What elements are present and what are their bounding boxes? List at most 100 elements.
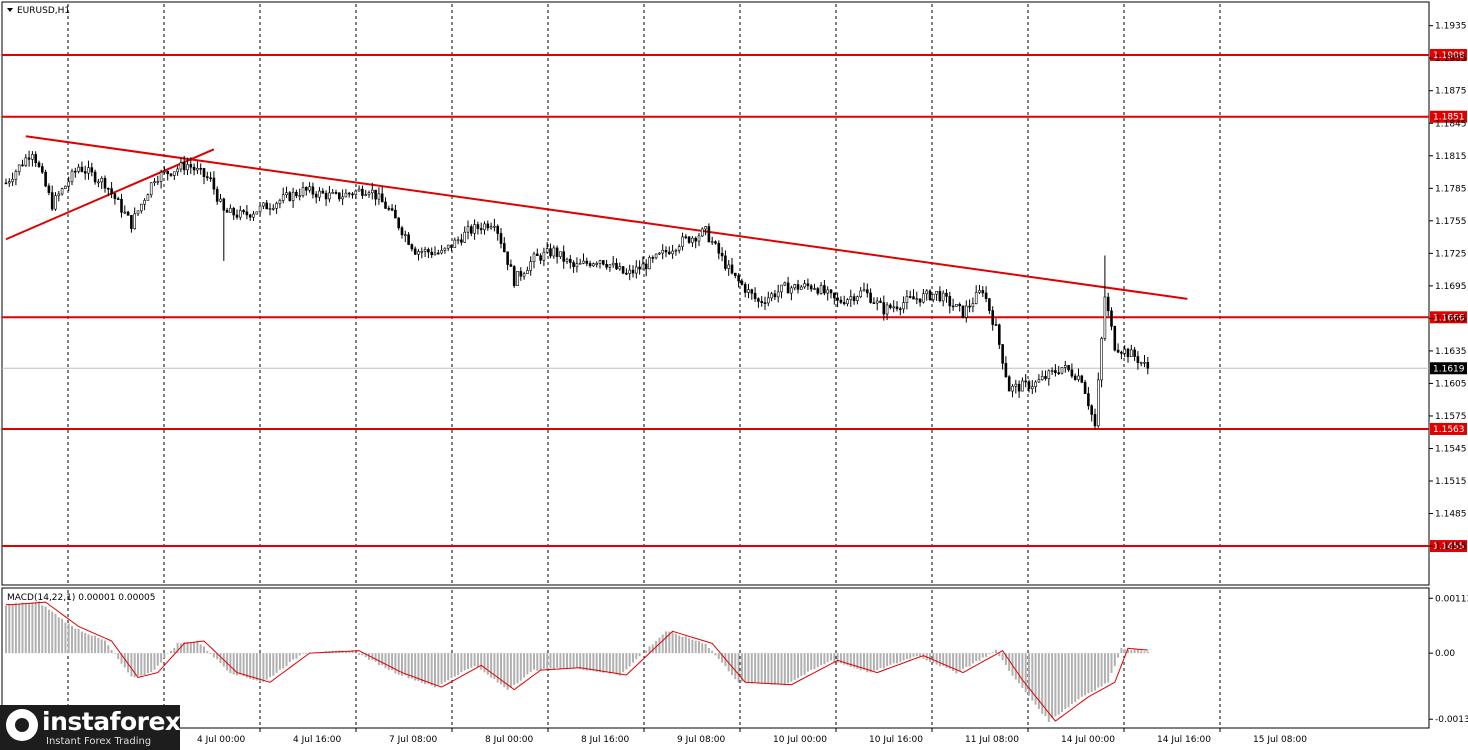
candle-body xyxy=(737,275,740,282)
candle-body xyxy=(285,192,288,196)
price-axis: 1.1935 1.1905 1.1875 1.1845 1.1815 1.1785 1.17… xyxy=(1429,22,1467,552)
candle-body xyxy=(1040,376,1044,380)
candle-body xyxy=(156,181,160,183)
candle-body xyxy=(281,194,285,201)
candle-body xyxy=(107,187,110,190)
candle-body xyxy=(836,297,839,301)
candle-body xyxy=(331,192,335,194)
candle-body xyxy=(212,177,216,190)
candle-body xyxy=(889,304,892,309)
candle-body xyxy=(1100,338,1103,381)
candle-body xyxy=(469,226,473,234)
candle-body xyxy=(321,190,325,194)
candle-body xyxy=(846,299,849,305)
candle-body xyxy=(496,225,500,234)
candle-body xyxy=(364,194,368,196)
candle-body xyxy=(413,248,417,255)
candle-body xyxy=(215,188,219,202)
candle-body xyxy=(1136,356,1140,363)
candle-body xyxy=(601,260,605,265)
candle-body xyxy=(54,195,57,210)
price-tick-label: 1.1815 xyxy=(1435,152,1467,162)
candle-body xyxy=(209,177,212,180)
time-tick-label: 7 Jul 08:00 xyxy=(389,735,438,745)
candle-body xyxy=(532,253,536,262)
dropdown-arrow-icon[interactable] xyxy=(7,8,13,12)
candle-body xyxy=(341,196,344,200)
candle-body xyxy=(202,168,206,178)
candle-body xyxy=(730,264,734,274)
candle-body xyxy=(849,296,853,300)
candle-body xyxy=(271,207,275,210)
candle-body xyxy=(100,177,103,183)
candle-body xyxy=(120,198,123,213)
candle-body xyxy=(275,203,278,209)
candle-body xyxy=(149,182,153,196)
candle-body xyxy=(31,154,34,160)
candle-body xyxy=(4,182,8,185)
candle-body xyxy=(691,237,694,243)
candle-body xyxy=(126,211,130,216)
candle-body xyxy=(47,185,51,193)
candle-body xyxy=(776,291,780,298)
level-label-box xyxy=(1430,110,1467,123)
candle-body xyxy=(232,207,235,216)
candle-body xyxy=(97,181,100,184)
candle-body xyxy=(1021,380,1024,392)
time-tick-label: 4 Jul 00:00 xyxy=(197,735,246,745)
candle-body xyxy=(440,250,443,254)
candle-body xyxy=(1106,296,1110,312)
candle-body xyxy=(717,243,721,254)
candle-body xyxy=(384,201,387,209)
candle-body xyxy=(588,263,592,267)
candle-body xyxy=(288,192,292,201)
candle-body xyxy=(1024,380,1027,383)
candle-body xyxy=(842,302,846,305)
level-label: 1.1563 xyxy=(1433,425,1465,435)
candle-body xyxy=(948,296,952,307)
horizontal-levels: 1.1908 1.1851 1.1666 1.1563 1.1455 1.1619 xyxy=(2,48,1467,553)
candle-body xyxy=(512,266,516,286)
candle-body xyxy=(123,211,127,214)
candle-body xyxy=(931,293,935,301)
price-tick-label: 1.1845 xyxy=(1435,119,1467,129)
candle-body xyxy=(905,296,909,303)
candle-body xyxy=(357,188,361,192)
candle-body xyxy=(1110,310,1113,327)
candle-body xyxy=(136,210,140,215)
candle-body xyxy=(304,187,308,191)
time-tick-label: 9 Jul 08:00 xyxy=(677,735,726,745)
candle-body xyxy=(222,198,226,211)
candle-body xyxy=(988,298,991,311)
candle-body xyxy=(83,171,87,174)
candle-body xyxy=(608,264,612,268)
candle-body xyxy=(638,266,641,270)
candle-body xyxy=(572,262,575,268)
candle-body xyxy=(743,284,747,293)
candle-body xyxy=(146,194,150,201)
candles xyxy=(4,150,1150,429)
candle-body xyxy=(242,210,245,213)
candle-body xyxy=(430,251,434,256)
candle-body xyxy=(40,166,44,173)
candle-body xyxy=(361,188,364,196)
candle-body xyxy=(1133,349,1136,357)
candle-body xyxy=(347,192,351,195)
level-label-box xyxy=(1430,422,1467,435)
candle-body xyxy=(658,252,661,255)
candle-body xyxy=(1116,349,1120,353)
candle-body xyxy=(780,284,783,293)
candle-body xyxy=(291,191,295,201)
candle-body xyxy=(697,235,701,242)
candle-body xyxy=(192,166,196,171)
current-price-label: 1.1619 xyxy=(1433,364,1465,374)
candle-body xyxy=(819,285,823,294)
price-tick-label: 1.1665 xyxy=(1435,314,1467,324)
current-price-box xyxy=(1430,362,1467,375)
candle-body xyxy=(93,171,97,183)
candle-body xyxy=(1123,348,1126,354)
candle-body xyxy=(803,283,806,288)
candle-body xyxy=(997,324,1001,345)
candle-body xyxy=(1060,367,1064,374)
candle-body xyxy=(605,264,608,268)
